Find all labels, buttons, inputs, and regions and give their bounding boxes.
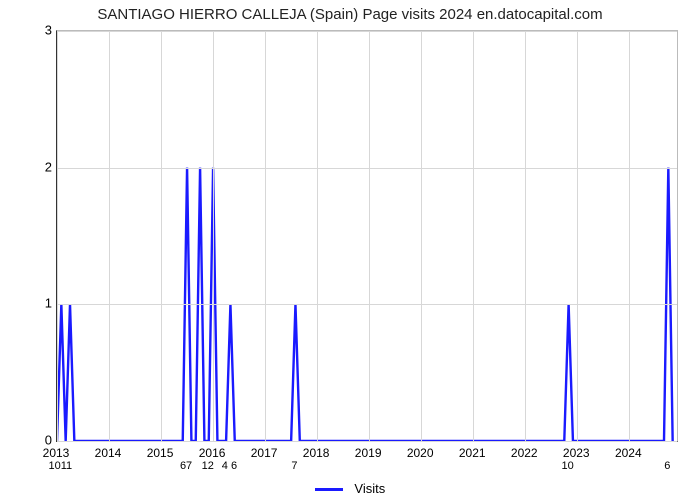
gridline-v [473,31,474,441]
gridline-v [629,31,630,441]
x-tick-label: 2020 [407,446,434,460]
gridline-v [265,31,266,441]
gridline-v [317,31,318,441]
x-sub-label: 12 [202,460,214,472]
gridline-h [57,441,677,442]
x-tick-label: 2017 [251,446,278,460]
x-tick-label: 2018 [303,446,330,460]
gridline-h [57,31,677,32]
line-series [57,31,677,441]
y-tick-label: 1 [6,296,52,311]
legend-swatch [315,488,343,491]
gridline-v [421,31,422,441]
gridline-v [369,31,370,441]
x-sub-label: 10 [561,460,573,472]
x-tick-label: 2013 [43,446,70,460]
x-sub-label: 7 [291,460,297,472]
x-tick-label: 2016 [199,446,226,460]
x-tick-label: 2024 [615,446,642,460]
gridline-h [57,168,677,169]
x-sub-label: 1011 [49,460,73,472]
x-tick-label: 2021 [459,446,486,460]
x-tick-label: 2014 [95,446,122,460]
legend: Visits [0,481,700,496]
y-tick-label: 3 [6,23,52,38]
chart-container: SANTIAGO HIERRO CALLEJA (Spain) Page vis… [0,0,700,500]
x-sub-label: 6 [664,460,670,472]
legend-label: Visits [354,481,385,496]
x-tick-label: 2015 [147,446,174,460]
x-tick-label: 2019 [355,446,382,460]
gridline-v [57,31,58,441]
gridline-v [109,31,110,441]
y-tick-label: 2 [6,159,52,174]
gridline-h [57,304,677,305]
plot-area [56,30,678,442]
gridline-v [577,31,578,441]
x-sub-label: 67 [180,460,192,472]
gridline-v [161,31,162,441]
gridline-v [525,31,526,441]
x-tick-label: 2022 [511,446,538,460]
chart-title: SANTIAGO HIERRO CALLEJA (Spain) Page vis… [0,6,700,23]
gridline-v [213,31,214,441]
x-tick-label: 2023 [563,446,590,460]
x-sub-label: 4 6 [222,460,237,472]
